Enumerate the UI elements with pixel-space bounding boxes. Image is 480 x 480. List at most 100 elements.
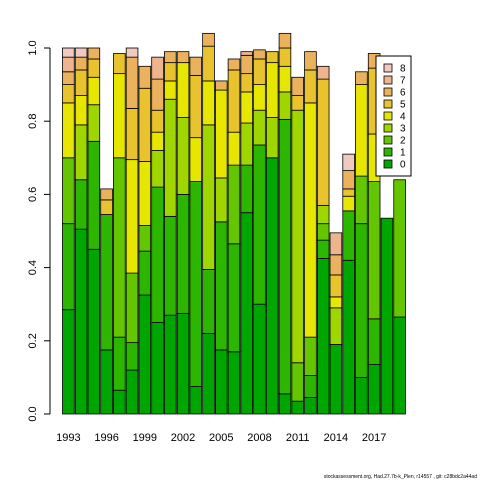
bar-segment-1998-age-0: [125, 369, 139, 415]
bar-segment-2015-age-8: [342, 153, 355, 172]
bar-segment-2017-age-0: [367, 364, 381, 415]
bar-segment-2000-age-4: [151, 131, 164, 151]
axis-layer: 0.0 0.2 0.4 0.6 0.8 1.0 1993 1996 1999 2002 2005 20…: [27, 40, 386, 444]
bar-segment-2004-age-1: [202, 269, 215, 334]
bar-segment-2003-age-4: [189, 137, 203, 182]
bar-segment-2000-age-5: [151, 109, 164, 133]
x-tick-label: 2005: [209, 432, 233, 444]
bar-segment-2011-age-2: [291, 362, 304, 402]
x-tick-label: 2002: [171, 432, 195, 444]
bar-segment-2013-age-1: [316, 239, 330, 259]
legend-label-7: 7: [400, 76, 406, 87]
bar-segment-1993-age-7: [62, 56, 75, 73]
bar-segment-2010-age-1: [278, 118, 292, 395]
footer-text: stockassessment.org, Had.27.7b-k_Plen, r…: [324, 474, 477, 480]
bar-segment-2005-age-4: [214, 89, 228, 179]
bar-segment-1994-age-3: [74, 124, 88, 181]
bar-segment-2011-age-3: [291, 109, 304, 364]
bar-segment-1994-age-6: [74, 56, 88, 71]
bar-segment-2005-age-1: [214, 221, 228, 351]
bar-segment-1993-age-5: [62, 84, 75, 104]
bar-segment-2000-age-7: [151, 56, 164, 80]
bars-layer: [62, 32, 406, 415]
legend-swatch-1: [383, 147, 393, 157]
bar-segment-1998-age-2: [125, 272, 139, 344]
bar-segment-1995-age-0: [87, 248, 101, 415]
bar-segment-2008-age-3: [253, 109, 266, 146]
bar-segment-2003-age-0: [189, 386, 203, 415]
bar-segment-1995-age-6: [87, 47, 101, 60]
bar-segment-2014-age-0: [329, 344, 343, 415]
legend-label-4: 4: [400, 112, 406, 123]
bar-segment-2005-age-6: [214, 80, 228, 91]
bar-segment-2015-age-6: [342, 170, 355, 190]
bar-segment-1998-age-6: [125, 56, 139, 109]
legend-swatch-0: [383, 159, 393, 169]
bar-segment-2006-age-4: [227, 131, 241, 166]
bar-segment-2000-age-0: [151, 322, 164, 415]
bar-segment-2017-age-1: [367, 318, 381, 365]
bar-segment-1998-age-1: [125, 342, 139, 371]
bar-segment-1996-age-1: [100, 214, 113, 351]
legend-label-1: 1: [400, 148, 406, 159]
bar-segment-2016-age-6: [355, 71, 368, 86]
bar-segment-2014-age-4: [329, 296, 343, 309]
bar-segment-1995-age-3: [87, 104, 101, 142]
bar-segment-2016-age-4: [355, 84, 368, 177]
bar-segment-1995-age-5: [87, 58, 101, 78]
x-tick-label: 2017: [362, 432, 386, 444]
bar-segment-2000-age-6: [151, 78, 164, 111]
bar-segment-2004-age-4: [202, 80, 215, 126]
bar-segment-2007-age-4: [240, 91, 254, 124]
bar-segment-1994-age-5: [74, 69, 88, 96]
bar-segment-2003-age-6: [189, 56, 203, 76]
bar-segment-2008-age-0: [253, 303, 266, 415]
bar-segment-2000-age-3: [151, 150, 164, 188]
legend-swatch-6: [383, 87, 393, 97]
bar-segment-2013-age-0: [316, 258, 330, 415]
bar-segment-2005-age-3: [214, 177, 228, 223]
bar-segment-2015-age-4: [342, 195, 355, 212]
legend-swatch-2: [383, 135, 393, 145]
bar-segment-2004-age-6: [202, 32, 215, 47]
bar-segment-2008-age-5: [253, 58, 266, 86]
bar-segment-2007-age-0: [240, 212, 254, 415]
x-tick-label: 1993: [56, 432, 80, 444]
bar-segment-2012-age-0: [304, 397, 317, 415]
bar-segment-2001-age-3: [164, 98, 177, 217]
bar-segment-2014-age-7: [329, 232, 343, 256]
bar-segment-2013-age-3: [316, 204, 330, 225]
bar-segment-1997-age-1: [113, 336, 126, 391]
bar-segment-2009-age-0: [265, 157, 279, 415]
bar-segment-2003-age-5: [189, 75, 203, 139]
bar-segment-1999-age-0: [138, 294, 152, 415]
bar-segment-2010-age-4: [278, 65, 292, 93]
bar-segment-2019-age-0: [393, 316, 406, 415]
legend-swatch-3: [383, 123, 393, 133]
bar-segment-2000-age-1: [151, 186, 164, 323]
bar-segment-2004-age-5: [202, 45, 215, 82]
bar-segment-1996-age-0: [100, 349, 113, 415]
bar-segment-2010-age-6: [278, 32, 292, 49]
bar-segment-2001-age-0: [164, 314, 177, 415]
bar-segment-2019-age-2: [393, 179, 406, 318]
bar-segment-1993-age-6: [62, 71, 75, 86]
y-tick-label: 1.0: [27, 40, 39, 55]
y-tick-label: 0.4: [27, 260, 39, 275]
bar-segment-2008-age-1: [253, 144, 266, 305]
bar-segment-1999-age-6: [138, 65, 152, 89]
bar-segment-2016-age-2: [355, 175, 368, 225]
x-tick-label: 2008: [247, 432, 271, 444]
bar-segment-1999-age-2: [138, 225, 152, 252]
bar-segment-2002-age-0: [176, 312, 190, 415]
bar-segment-2007-age-7: [240, 51, 254, 56]
bar-segment-1994-age-0: [74, 228, 88, 415]
bar-segment-2010-age-5: [278, 47, 292, 67]
bar-segment-2011-age-5: [291, 95, 304, 111]
bar-segment-1998-age-5: [125, 107, 139, 161]
bar-segment-2012-age-1: [304, 375, 317, 398]
y-tick-label: 0.6: [27, 187, 39, 202]
y-tick-label: 0.8: [27, 114, 39, 129]
x-tick-label: 2014: [324, 432, 348, 444]
